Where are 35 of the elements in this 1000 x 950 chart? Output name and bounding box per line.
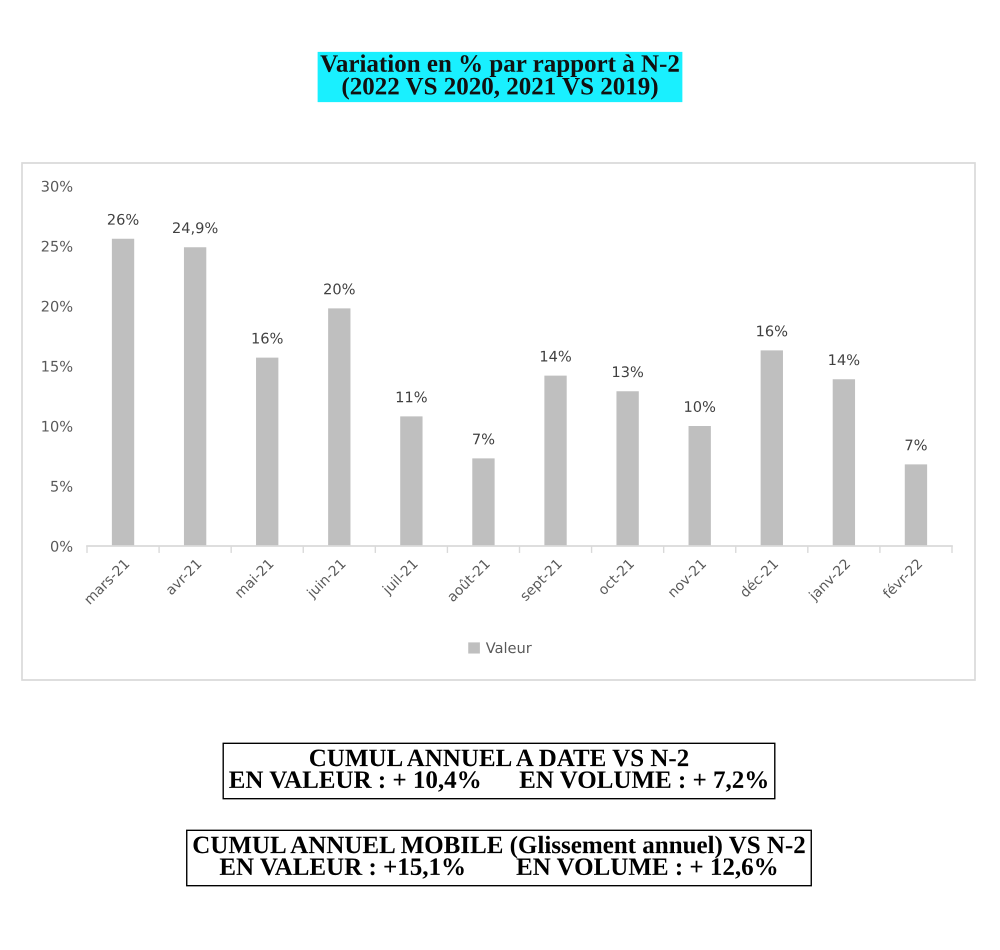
data-label: 26%	[108, 214, 138, 225]
y-tick-label: 30%	[42, 180, 72, 192]
data-label: 16%	[757, 325, 788, 336]
y-tick-label: 0%	[50, 540, 72, 552]
data-label: 24,9%	[173, 222, 218, 235]
data-label: 16%	[252, 332, 283, 344]
bar	[400, 416, 423, 546]
bar	[184, 247, 206, 546]
y-tick-label: 15%	[42, 360, 72, 372]
text: CUMUL ANNUEL A DATE VS N-2 EN VALEUR : + 10,4% EN VOLUME : + 7,2%	[229, 750, 767, 792]
bar	[832, 379, 856, 546]
data-label: 14%	[829, 354, 860, 366]
bar	[472, 458, 495, 546]
data-label: 14%	[540, 350, 571, 362]
y-tick-label: 25%	[42, 240, 72, 252]
data-label: 7%	[473, 433, 494, 444]
bar	[256, 358, 278, 546]
bar	[544, 376, 567, 546]
data-label: 10%	[685, 401, 716, 412]
bar	[760, 350, 783, 546]
bar	[904, 464, 928, 546]
bar	[688, 426, 711, 546]
y-tick-label: 20%	[42, 300, 72, 312]
data-label: 20%	[324, 283, 355, 294]
bar	[112, 238, 134, 546]
y-tick-label: 10%	[42, 420, 72, 432]
y-tick-label: 5%	[51, 480, 72, 492]
legend-label: Valeur	[486, 642, 532, 654]
data-label: 11%	[396, 391, 427, 402]
bar	[616, 391, 639, 546]
data-label: 13%	[613, 366, 644, 378]
data-label: 7%	[906, 439, 927, 450]
chart-title: Variation en % par rapport à N-2 (2022 VS 2020, 2021 VS 2019)	[320, 54, 679, 100]
bar	[328, 308, 350, 546]
text: CUMUL ANNUEL MOBILE (Glissement annuel) VS N-2 EN VALEUR : +15,1% EN VOLUME : + 12,6%	[193, 836, 805, 879]
